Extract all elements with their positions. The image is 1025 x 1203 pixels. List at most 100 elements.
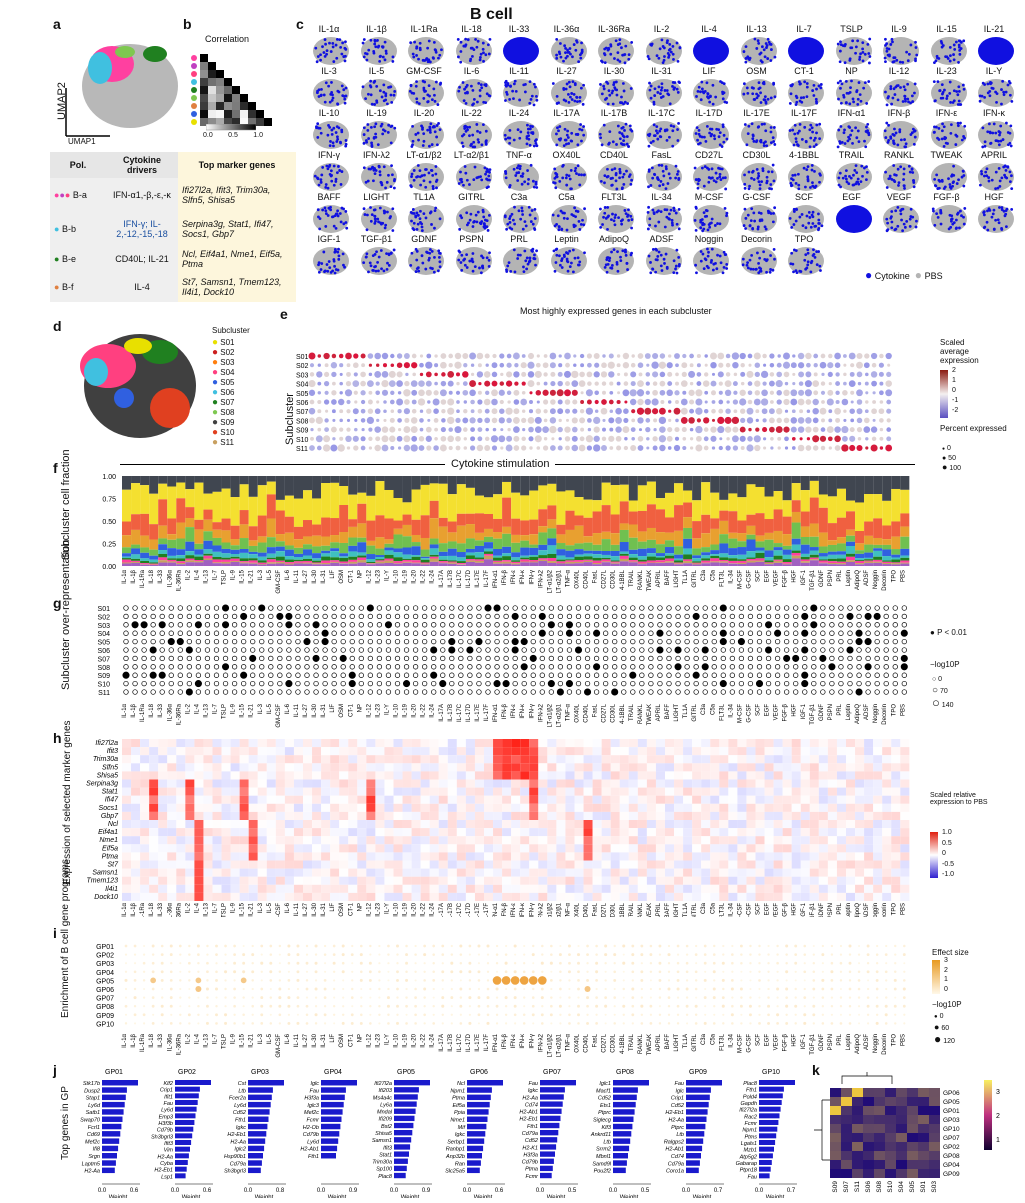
e-dot <box>631 363 636 368</box>
e-dot <box>841 444 848 451</box>
umap-point <box>318 271 321 274</box>
g-dot <box>721 614 726 619</box>
e-dot <box>835 372 839 376</box>
umap-point <box>513 206 516 209</box>
f-bar-segment <box>556 549 565 555</box>
f-bar-segment <box>602 476 611 483</box>
corr-cell <box>216 94 224 102</box>
umap-point <box>438 54 441 57</box>
umap-point <box>804 253 807 256</box>
e-dot <box>528 417 535 424</box>
f-bar-segment <box>285 496 294 517</box>
umap-point <box>703 211 706 214</box>
f-bar-segment <box>484 497 493 514</box>
f-bar-segment <box>213 552 222 557</box>
umap-point <box>341 41 344 44</box>
umap-point <box>614 213 617 216</box>
umap-point <box>665 139 668 142</box>
umap-point <box>811 131 814 134</box>
umap-tile-plot <box>879 203 923 235</box>
e-dot <box>879 390 884 395</box>
umap-point <box>993 209 996 212</box>
umap-point <box>330 81 333 84</box>
f-bar-segment <box>493 532 502 539</box>
f-bar-segment <box>719 521 728 534</box>
f-bar-segment <box>900 537 909 549</box>
e-dot <box>557 408 563 414</box>
g-dot <box>712 606 717 611</box>
umap-point <box>564 57 567 60</box>
f-bar-segment <box>746 535 755 540</box>
f-bar-segment <box>312 476 321 498</box>
umap-point <box>627 219 630 222</box>
f-bar-segment <box>828 561 837 563</box>
e-dot <box>697 363 701 367</box>
e-dot <box>376 381 380 385</box>
f-bar-segment <box>584 476 593 500</box>
umap-point <box>1010 187 1013 190</box>
e-dot <box>624 400 627 403</box>
umap-point <box>741 263 744 266</box>
f-bar-segment <box>348 519 357 527</box>
umap-point <box>795 208 798 211</box>
e-size-tick: ● 0 <box>942 444 961 454</box>
e-dot <box>690 446 693 449</box>
umap-point <box>332 60 335 63</box>
umap-point <box>702 228 705 231</box>
f-bar-segment <box>810 537 819 547</box>
e-dot <box>726 372 730 376</box>
f-bar-segment <box>737 520 746 533</box>
umap-point <box>677 80 680 83</box>
f-bar-segment <box>873 518 882 538</box>
umap-point <box>900 139 903 142</box>
umap-point <box>324 55 327 58</box>
e-dot <box>318 354 321 357</box>
e-dot <box>317 382 321 386</box>
f-bar-segment <box>267 554 276 558</box>
umap-point <box>562 87 565 90</box>
umap-point <box>694 167 697 170</box>
umap-point <box>940 83 943 86</box>
f-bar-segment <box>457 476 466 484</box>
f-bar-segment <box>674 476 683 483</box>
e-dot <box>725 426 731 432</box>
umap-point <box>373 222 376 225</box>
umap-point <box>518 137 521 140</box>
e-dot <box>324 381 329 386</box>
e-dot <box>885 380 891 386</box>
umap-point <box>532 180 535 183</box>
f-bar-segment <box>149 494 158 524</box>
umap-point <box>744 217 747 220</box>
umap-point <box>665 129 668 132</box>
umap-point <box>481 265 484 268</box>
f-bar-segment <box>493 564 502 566</box>
e-dot <box>835 381 840 386</box>
e-dot <box>791 417 798 424</box>
umap-point <box>805 140 808 143</box>
f-bar-segment <box>692 500 701 521</box>
umap-point <box>514 80 517 83</box>
umap-point <box>655 125 658 128</box>
umap-point <box>720 178 723 181</box>
umap-point <box>746 92 749 95</box>
e-dot <box>492 354 496 358</box>
e-dot <box>710 362 716 368</box>
f-bar-segment <box>321 557 330 561</box>
umap-point <box>905 220 908 223</box>
umap-point <box>994 187 997 190</box>
umap-point <box>723 82 726 85</box>
umap-point <box>668 212 671 215</box>
umap-point <box>324 225 327 228</box>
umap-point <box>843 128 846 131</box>
f-bar-segment <box>240 553 249 558</box>
umap-point <box>572 43 575 46</box>
umap-point <box>627 145 630 148</box>
e-dot <box>623 418 628 423</box>
f-bar-segment <box>339 564 348 566</box>
e-dot <box>347 446 350 449</box>
umap-point <box>959 210 962 213</box>
g-dot <box>703 606 708 611</box>
e-dot <box>668 410 671 413</box>
umap-tile-label: IL-21 <box>970 24 1018 34</box>
umap-point <box>747 125 750 128</box>
